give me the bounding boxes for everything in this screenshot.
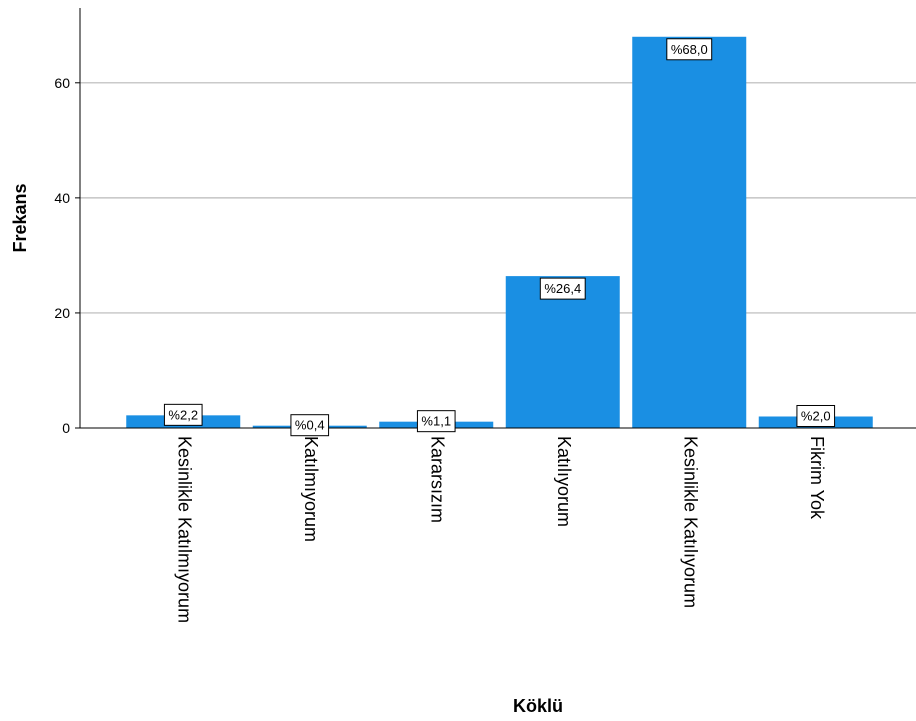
data-label-3: %26,4	[539, 277, 586, 300]
gridlines	[80, 82, 916, 314]
bar-3	[505, 276, 620, 428]
data-label-0: %2,2	[163, 403, 203, 426]
data-label-5: %2,0	[796, 404, 836, 427]
y-axis-title: Frekans	[10, 183, 30, 252]
category-labels: Kesinlikle Katılmıyorum Katılmıyorum Karar…	[175, 436, 828, 623]
category-label-3: Katılıyorum	[554, 436, 574, 527]
y-axis-ticks: 0 20 40 60	[54, 75, 80, 436]
data-label-1: %0,4	[290, 414, 330, 437]
bar-4	[632, 36, 747, 429]
data-label-box-0	[163, 403, 203, 426]
data-labels: %2,2 %0,4 %1,1 %26,4 %68,0 %2,0	[163, 38, 836, 437]
data-label-text-3: %26,4	[544, 281, 581, 296]
category-label-5: Fikrim Yok	[807, 436, 827, 520]
data-label-text-5: %2,0	[801, 408, 831, 423]
category-label-1: Katılmıyorum	[301, 436, 321, 542]
data-label-text-2: %1,1	[421, 414, 451, 429]
data-label-4: %68,0	[666, 38, 713, 61]
data-label-box-3	[539, 277, 586, 300]
data-label-2: %1,1	[416, 410, 456, 433]
bars	[126, 36, 873, 429]
y-tick-label-2: 40	[54, 190, 70, 206]
data-label-box-2	[416, 410, 456, 433]
data-label-text-1: %0,4	[295, 418, 325, 433]
x-axis-title: Köklü	[513, 696, 563, 716]
data-label-box-4	[666, 38, 713, 61]
y-tick-label-1: 20	[54, 305, 70, 321]
data-label-text-0: %2,2	[168, 407, 198, 422]
y-tick-label-0: 0	[62, 420, 70, 436]
data-label-box-1	[290, 414, 330, 437]
data-label-text-4: %68,0	[671, 42, 708, 57]
category-label-4: Kesinlikle Katılıyorum	[681, 436, 701, 608]
y-tick-label-3: 60	[54, 75, 70, 91]
data-label-box-5	[796, 404, 836, 427]
category-label-2: Kararsızım	[428, 436, 448, 523]
category-label-0: Kesinlikle Katılmıyorum	[175, 436, 195, 623]
